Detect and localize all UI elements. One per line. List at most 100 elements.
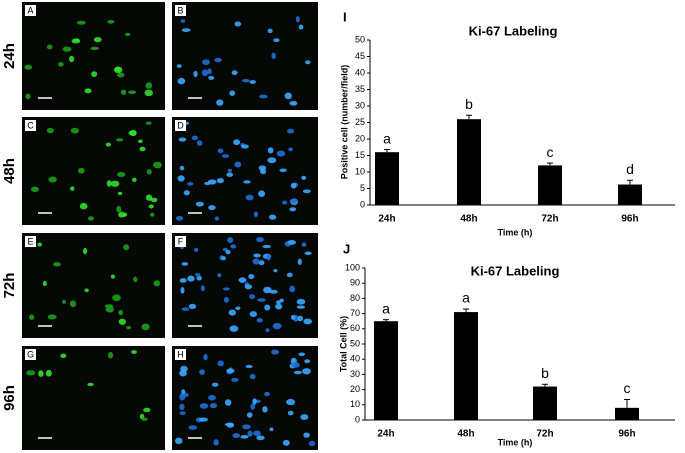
nucleus xyxy=(226,172,234,177)
nucleus xyxy=(216,177,224,184)
nucleus xyxy=(282,439,290,446)
nucleus xyxy=(248,274,255,280)
nucleus xyxy=(211,382,219,387)
nucleus xyxy=(187,275,195,282)
y-tick-label: 50 xyxy=(355,34,365,44)
bar xyxy=(454,312,478,420)
nucleus xyxy=(289,207,297,212)
nucleus xyxy=(133,276,138,283)
bar xyxy=(615,407,639,420)
nucleus xyxy=(177,175,185,182)
nucleus xyxy=(231,70,238,76)
nucleus xyxy=(289,100,298,106)
nucleus xyxy=(225,249,231,255)
y-tick-label: 5 xyxy=(360,183,365,193)
bar xyxy=(618,184,642,205)
nucleus xyxy=(243,180,251,184)
nucleus xyxy=(242,424,251,430)
nucleus xyxy=(24,64,33,70)
panel-letter-box xyxy=(25,5,36,16)
nucleus xyxy=(153,280,161,287)
nucleus xyxy=(181,307,190,311)
nucleus xyxy=(202,59,210,66)
nucleus xyxy=(238,277,247,283)
nucleus xyxy=(257,298,266,302)
chart-title: Ki-67 Labeling xyxy=(469,23,558,38)
nucleus xyxy=(53,262,61,267)
nucleus xyxy=(249,294,256,300)
nucleus xyxy=(130,129,137,137)
nucleus xyxy=(46,127,54,134)
micrograph xyxy=(22,2,165,110)
nucleus xyxy=(195,201,204,207)
nucleus xyxy=(179,165,185,171)
significance-letter: a xyxy=(383,130,391,146)
x-tick-label: 48h xyxy=(457,429,474,440)
nucleus xyxy=(84,288,89,293)
y-tick-label: 45 xyxy=(355,51,365,61)
nucleus xyxy=(77,167,85,174)
nucleus xyxy=(106,180,112,187)
nucleus xyxy=(141,323,150,331)
nucleus xyxy=(267,28,273,34)
nucleus xyxy=(213,439,219,446)
nucleus xyxy=(262,244,271,249)
nucleus xyxy=(132,177,137,182)
nucleus xyxy=(240,434,249,439)
nucleus xyxy=(272,322,282,330)
nucleus xyxy=(46,44,53,50)
panel-letter-box xyxy=(25,349,36,360)
nucleus xyxy=(221,256,226,261)
nucleus xyxy=(62,46,72,52)
nucleus xyxy=(253,253,261,258)
nucleus xyxy=(175,215,184,221)
nucleus xyxy=(229,325,239,332)
nucleus xyxy=(209,403,218,409)
nucleus xyxy=(177,77,186,85)
nucleus xyxy=(222,287,230,291)
nucleus xyxy=(301,175,307,180)
nucleus xyxy=(188,303,197,309)
row-label: 96h xyxy=(1,385,18,411)
nucleus xyxy=(87,216,94,221)
nucleus xyxy=(249,80,256,84)
chart-title: Ki-67 Labeling xyxy=(471,263,560,278)
nucleus xyxy=(153,161,162,169)
x-tick-label: 24h xyxy=(377,429,394,440)
nucleus xyxy=(267,147,274,154)
nucleus xyxy=(93,37,102,43)
nucleus xyxy=(199,403,209,409)
nucleus xyxy=(279,298,284,303)
nucleus xyxy=(223,296,230,303)
significance-letter: c xyxy=(547,144,554,160)
nucleus xyxy=(298,24,304,30)
nucleus xyxy=(62,300,67,304)
y-tick-label: 40 xyxy=(355,67,365,77)
nucleus xyxy=(271,52,276,60)
nucleus xyxy=(196,275,202,281)
nucleus xyxy=(148,204,154,209)
bar xyxy=(538,165,562,205)
nucleus xyxy=(288,147,293,152)
panel-label: J xyxy=(343,241,350,256)
panel-letter: F xyxy=(178,236,184,246)
nucleus xyxy=(179,278,187,283)
y-tick-label: 50 xyxy=(350,338,360,348)
y-tick-label: 0 xyxy=(355,414,360,424)
nucleus xyxy=(300,414,309,420)
nucleus xyxy=(37,242,42,247)
nucleus xyxy=(70,127,80,134)
nucleus xyxy=(276,300,281,305)
nucleus xyxy=(258,190,266,198)
nucleus xyxy=(297,258,302,265)
nucleus xyxy=(90,46,99,51)
nucleus xyxy=(208,75,215,80)
nucleus xyxy=(260,168,267,175)
nucleus xyxy=(204,181,211,186)
nucleus xyxy=(110,274,116,279)
nucleus xyxy=(263,286,272,294)
nucleus xyxy=(217,360,224,367)
nucleus xyxy=(79,202,88,210)
x-axis-label: Time (h) xyxy=(498,437,533,447)
nucleus xyxy=(256,435,265,441)
